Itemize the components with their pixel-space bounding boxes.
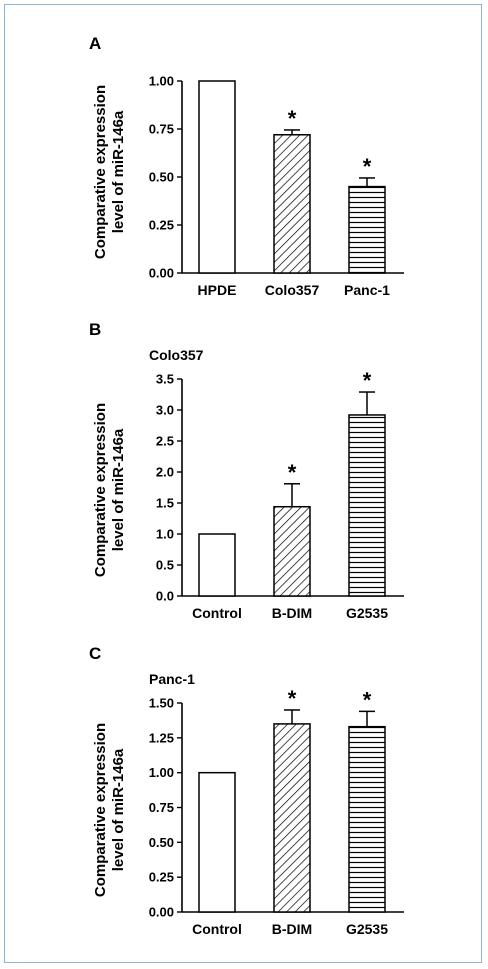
- y-tick-label: 0.5: [156, 558, 174, 573]
- significance-star: *: [363, 154, 372, 179]
- y-tick-label: 1.5: [156, 496, 174, 511]
- bar-b-dim: [273, 723, 311, 913]
- significance-star: *: [363, 368, 372, 393]
- x-category-label: B-DIM: [272, 921, 312, 937]
- significance-star: *: [288, 460, 297, 485]
- bar-colo357: [273, 134, 311, 274]
- y-tick-label: 0.50: [149, 835, 174, 850]
- bar-panc-1: [348, 185, 386, 274]
- y-tick-label: 0.0: [156, 589, 174, 604]
- x-category-label: Colo357: [265, 282, 320, 298]
- y-tick-label: 0.00: [149, 905, 174, 920]
- figure-canvas: A Comparative expression level of miR-14…: [89, 34, 404, 937]
- panel-letter-b: B: [89, 320, 101, 339]
- bar-hpde: [198, 80, 236, 274]
- x-category-label: G2535: [346, 605, 388, 621]
- significance-star: *: [288, 686, 297, 711]
- significance-star: *: [363, 687, 372, 712]
- bar-g2535: [348, 414, 386, 597]
- y-tick-label: 1.00: [149, 74, 174, 89]
- y-tick-label: 1.25: [149, 730, 174, 745]
- y-tick-label: 0.25: [149, 870, 174, 885]
- x-category-label: HPDE: [198, 282, 237, 298]
- panel-c-plot: 0.00 0.25 0.50 0.75 1.00 1.25 1.50 Control * B-DI…: [149, 686, 404, 937]
- x-category-label: Panc-1: [344, 282, 390, 298]
- bar-control: [198, 533, 236, 597]
- bar-control: [198, 771, 236, 913]
- y-tick-label: 3.0: [156, 403, 174, 418]
- y-tick-label: 0.00: [149, 266, 174, 281]
- bar-g2535: [348, 725, 386, 913]
- panel-c-ylabel-line2: level of miR-146a: [110, 748, 127, 871]
- y-tick-label: 1.50: [149, 696, 174, 711]
- panel-b: B Colo357 Comparative expression level o…: [89, 320, 404, 621]
- y-tick-label: 1.00: [149, 765, 174, 780]
- y-tick-label: 2.5: [156, 434, 174, 449]
- x-category-label: Control: [192, 605, 242, 621]
- panel-b-plot: 0.0 0.5 1.0 1.5 2.0 2.5 3.0 3.5 Control * B-DIM * G2…: [156, 368, 404, 621]
- y-tick-label: 1.0: [156, 527, 174, 542]
- x-category-label: B-DIM: [272, 605, 312, 621]
- panel-c-title: Panc-1: [149, 671, 195, 687]
- panel-b-ylabel-line1: Comparative expression: [92, 403, 109, 577]
- y-tick-label: 0.75: [149, 122, 174, 137]
- panel-b-ylabel-line2: level of miR-146a: [110, 428, 127, 551]
- panel-a: A Comparative expression level of miR-14…: [89, 34, 404, 298]
- panel-c: C Panc-1 Comparative expression level of…: [89, 644, 404, 937]
- y-tick-label: 0.50: [149, 170, 174, 185]
- significance-star: *: [288, 106, 297, 131]
- panel-letter-c: C: [89, 644, 101, 663]
- panel-a-plot: 0.00 0.25 0.50 0.75 1.00 HPDE * Colo357 * Panc-1: [149, 74, 404, 298]
- panel-letter-a: A: [89, 34, 101, 53]
- panel-c-ylabel-line1: Comparative expression: [92, 723, 109, 897]
- x-category-label: Control: [192, 921, 242, 937]
- y-tick-label: 0.25: [149, 218, 174, 233]
- panel-b-title: Colo357: [149, 347, 204, 363]
- y-tick-label: 2.0: [156, 465, 174, 480]
- y-tick-label: 3.5: [156, 372, 174, 387]
- panel-a-ylabel-line2: level of miR-146a: [110, 110, 127, 233]
- x-category-label: G2535: [346, 921, 388, 937]
- figure-frame: A Comparative expression level of miR-14…: [4, 4, 482, 963]
- bar-b-dim: [273, 505, 311, 597]
- panel-a-ylabel-line1: Comparative expression: [92, 85, 109, 259]
- y-tick-label: 0.75: [149, 800, 174, 815]
